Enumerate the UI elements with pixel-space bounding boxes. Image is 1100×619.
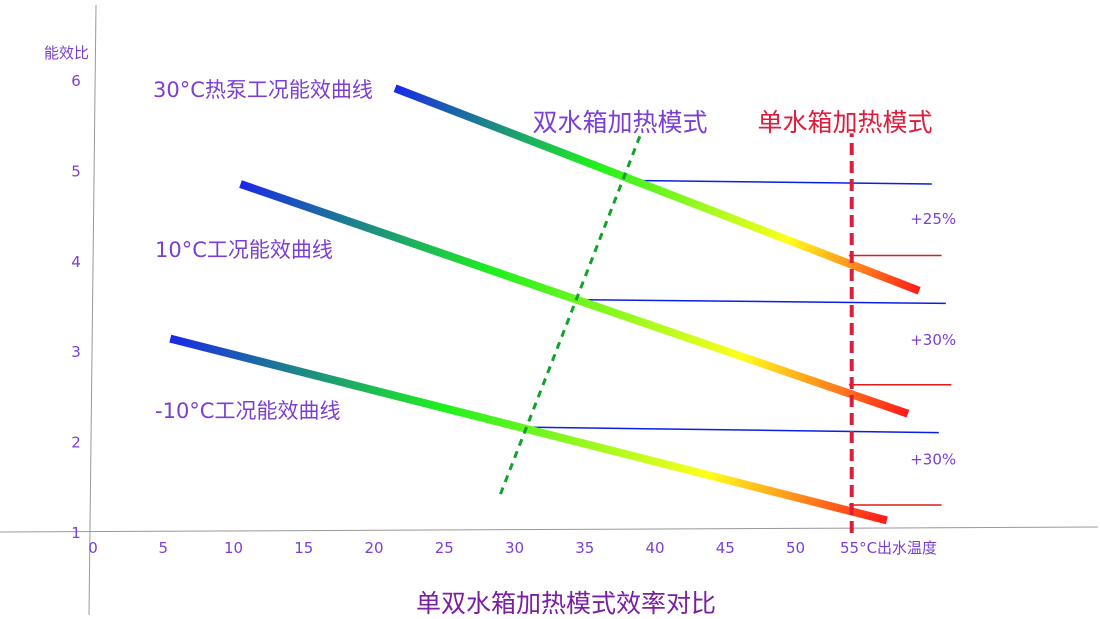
percent-annotation: +30% [910,331,956,349]
y-tick-label: 1 [71,524,81,542]
reference-line [633,179,932,185]
x-tick-label: 20 [364,539,383,557]
y-tick-label: 6 [71,72,81,90]
mode-label: 双水箱加热模式 [532,108,707,137]
x-tick-label: 35 [575,539,594,557]
series-line [239,180,910,418]
chart-title: 单双水箱加热模式效率对比 [416,589,716,618]
y-tick-label: 3 [71,343,81,361]
x-axis [0,526,1099,533]
reference-line [584,299,946,305]
series-label: -10°C工况能效曲线 [155,399,340,423]
reference-lines [532,179,952,506]
y-tick-label: 2 [71,434,81,452]
x-tick-label: 0 [88,539,98,557]
x-tick-label: 40 [645,539,664,557]
x-tick-label: 50 [786,539,805,557]
series-labels: 30°C热泵工况能效曲线 10°C工况能效曲线 -10°C工况能效曲线 [153,78,373,423]
series-label: 10°C工况能效曲线 [155,238,333,262]
x-tick-label: 25 [435,539,454,557]
x-tick-label: 10 [224,539,243,557]
series-line [169,334,888,525]
y-tick-label: 5 [71,162,81,180]
series-line [393,84,921,295]
y-tick-label: 4 [71,253,81,271]
y-axis [88,4,97,616]
mode-lines: 双水箱加热模式 单水箱加热模式 [499,108,933,533]
annotations: +25% +30% +30% [910,210,956,468]
x-tick-label: 30 [505,539,524,557]
x-tick-label: 45 [716,539,735,557]
x-tick-label: 5 [158,539,168,557]
x-tick-label: 15 [294,539,313,557]
x-axis-label: 55°C出水温度 [840,539,937,557]
mode-label: 单水箱加热模式 [757,108,932,137]
series-label: 30°C热泵工况能效曲线 [153,78,373,102]
reference-line [532,426,939,434]
efficiency-curves [169,84,921,525]
y-axis-label: 能效比 [44,44,89,62]
percent-annotation: +25% [910,210,956,228]
percent-annotation: +30% [910,450,956,468]
